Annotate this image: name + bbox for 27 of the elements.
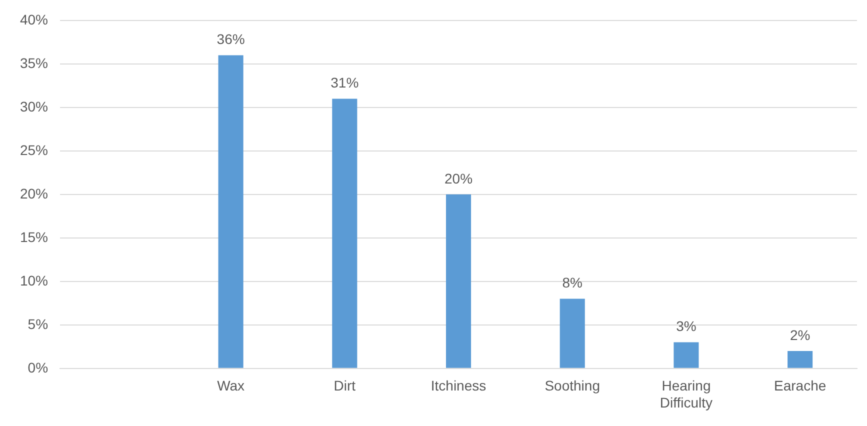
data-label: 36%: [216, 31, 245, 48]
x-tick-label: Soothing: [544, 378, 600, 394]
bar: [560, 298, 585, 368]
data-label: 2%: [790, 326, 810, 343]
bar: [446, 194, 472, 368]
bar: [674, 342, 699, 368]
y-tick-label: 20%: [20, 185, 48, 202]
y-tick-label: 40%: [20, 11, 48, 28]
data-label: 31%: [330, 74, 359, 91]
data-label: 3%: [676, 318, 696, 334]
y-tick-label: 15%: [20, 228, 48, 245]
bar: [332, 98, 358, 368]
x-tick-label: Hearing Difficulty: [660, 378, 713, 410]
y-tick-label: 35%: [20, 54, 48, 71]
x-tick-label: Dirt: [334, 378, 356, 394]
y-tick-label: 0%: [28, 359, 48, 376]
y-tick-label: 25%: [20, 142, 48, 158]
bar: [788, 351, 813, 368]
x-tick-label: Wax: [217, 378, 245, 394]
x-tick-label: Earache: [774, 378, 826, 394]
data-label: 20%: [444, 170, 473, 186]
bar: [218, 55, 244, 368]
y-tick-label: 5%: [28, 316, 48, 332]
data-label: 8%: [562, 274, 582, 291]
x-tick-label: Itchiness: [430, 378, 486, 394]
y-tick-label: 10%: [20, 272, 48, 288]
y-tick-label: 30%: [20, 98, 48, 114]
